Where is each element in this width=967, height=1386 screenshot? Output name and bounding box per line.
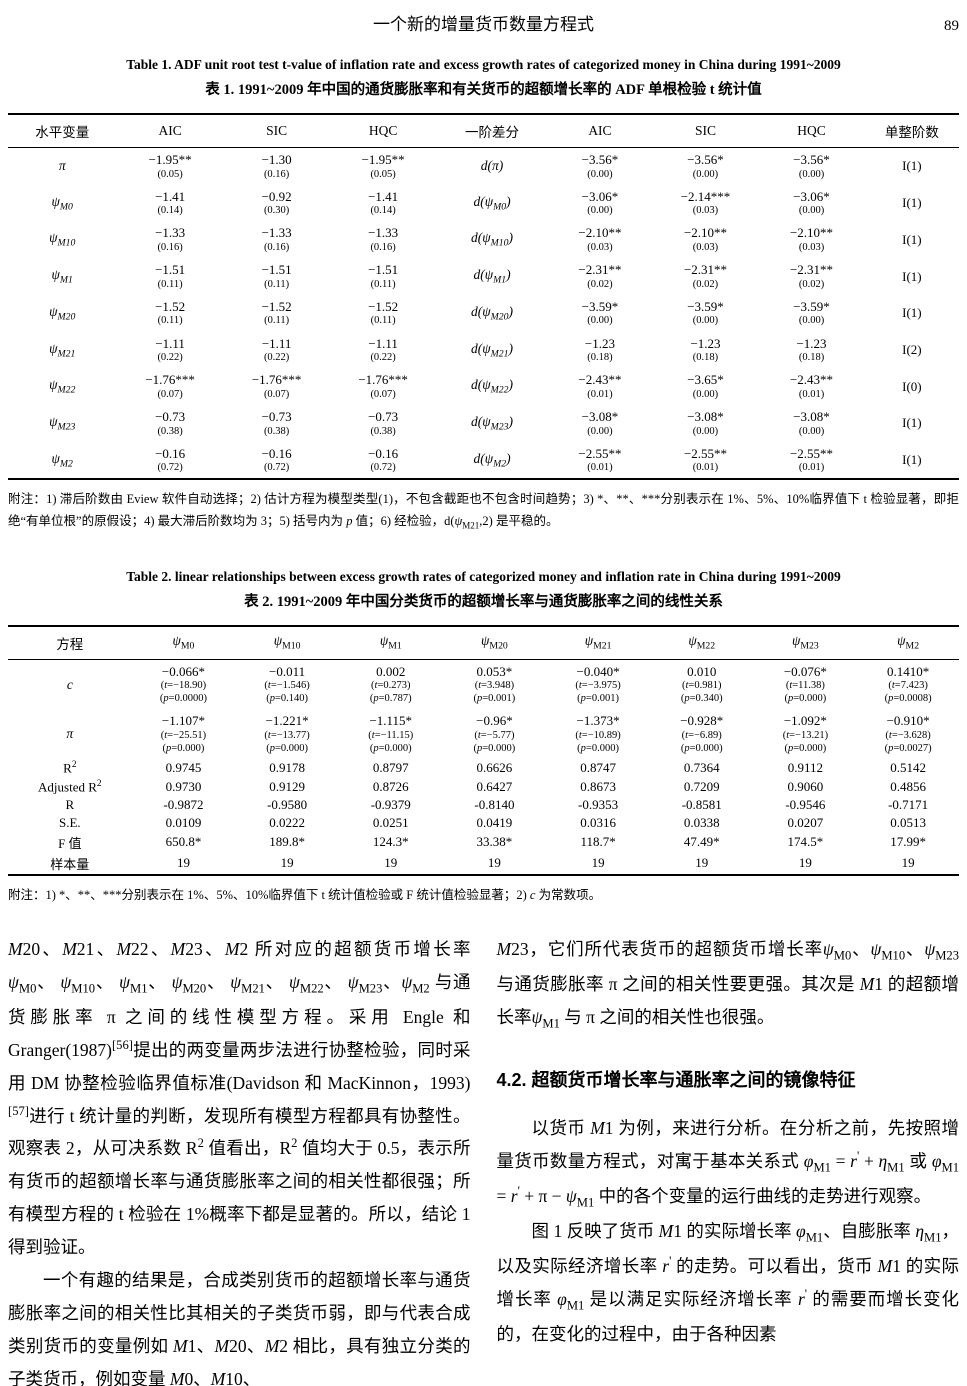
table1-header-row: 水平变量 AIC SIC HQC 一阶差分 AIC SIC HQC 单整阶数 (8, 114, 959, 148)
column-header: SIC (223, 114, 330, 148)
table1-row: ψM10 −1.33 (0.16) −1.33 (0.16) −1.33 (0.16) d(ψ… (49, 225, 922, 254)
table2-stat-row: F 值 650.8* 189.8* 124.3* 33.38* 118.7* 47.49* 1… (58, 834, 926, 851)
column-header: AIC (547, 114, 653, 148)
body-paragraph: 一个有趣的结果是，合成类别货币的超额增长率与通货膨胀率之间的相关性比其相关的子类… (8, 1270, 471, 1386)
table1-title-zh: 表 1. 1991~2009 年中国的通货膨胀率和有关货币的超额增长率的 ADF… (205, 82, 762, 98)
table1-adf-test: 水平变量 AIC SIC HQC 一阶差分 AIC SIC HQC 单整阶数 π −1.95**(… (8, 113, 959, 481)
column-header: AIC (116, 114, 224, 148)
table2-stat-row: Adjusted R2 0.9730 0.9129 0.8726 0.6427 0.867… (38, 778, 926, 794)
table2-coef-row: c −0.066* (t=−18.90) (p=0.0000) −0.011 (t=−1.… (66, 663, 932, 705)
column-header: HQC (329, 114, 437, 148)
table1-row: ψM22 −1.76*** (0.07) −1.76*** (0.07) −1.76***… (49, 372, 922, 400)
column-header: 一阶差分 (436, 114, 548, 148)
column-header: ψM20 (442, 625, 547, 660)
table1-title-en: Table 1. ADF unit root test t-value of i… (126, 57, 841, 72)
column-header: HQC (758, 114, 865, 148)
page-number: 89 (944, 18, 959, 34)
table2-footnote: 附注：1) *、**、***分别表示在 1%、5%、10%临界值下 t 统计值检… (8, 887, 602, 902)
table1-row: ψM21 −1.11 (0.22) −1.11 (0.22) −1.11 (0.22) d(ψ… (49, 335, 922, 364)
table1-footnote: 附注：1) 滞后阶数由 Eview 软件自动选择；2) 估计方程为模型类型(1)… (8, 492, 959, 531)
table2-stat-row: S.E. 0.0109 0.0222 0.0251 0.0419 0.0316 0.0338… (58, 814, 926, 830)
table2-stat-row: R2 0.9745 0.9178 0.8797 0.6626 0.8747 0.7364 0.… (63, 760, 926, 776)
section-heading: 4.2. 超额货币增长率与通胀率之间的镜像特征 (496, 1070, 856, 1091)
column-header: 单整阶数 (864, 114, 959, 148)
body-column-right: M23，它们所代表货币的超额货币增长率ψM0、ψM10、ψM23 与通货膨胀率 … (497, 933, 960, 1386)
table2-stat-row: R -0.9872 -0.9580 -0.9379 -0.8140 -0.9353 -0.8… (65, 796, 929, 812)
body-paragraph: M23，它们所代表货币的超额货币增长率ψM0、ψM10、ψM23 与通货膨胀率 … (496, 938, 960, 1031)
body-paragraph: M20、M21、M22、M23、M2 所对应的超额货币增长率ψM0、 ψM10、… (8, 938, 471, 1258)
column-header: ψM10 (235, 625, 339, 660)
column-header: ψM23 (753, 625, 858, 660)
table1-row: ψM20 −1.52 (0.11) −1.52 (0.11) −1.52 (0.11) d(ψ… (49, 298, 922, 327)
column-header: ψM22 (649, 625, 754, 660)
body-text: M20、M21、M22、M23、M2 所对应的超额货币增长率ψM0、 ψM10、… (8, 933, 959, 1386)
column-header: ψM1 (338, 625, 443, 660)
table2-title-en: Table 2. linear relationships between ex… (126, 568, 841, 584)
table2-header-row: 方程 ψM0 ψM10 ψM1 ψM20 ψM21 ψM22 ψM23 ψM2 (8, 625, 959, 660)
table1-row: π −1.95** (0.05) −1.30 (0.16) −1.95** (0.05) d(… (58, 152, 922, 180)
table2-body: c −0.066* (t=−18.90) (p=0.0000) −0.011 (t=−1.… (8, 659, 959, 875)
table1-title: Table 1. ADF unit root test t-value of i… (8, 57, 959, 99)
page-title: 一个新的增量货币数量方程式 (373, 15, 594, 34)
table2-stat-row: 样本量 19 19 19 19 19 19 19 19 (50, 855, 915, 872)
table1-row: ψM1 −1.51 (0.11) −1.51 (0.11) −1.51 (0.11) d(ψM… (51, 262, 922, 290)
table2-coef-row: π −1.107* (t=−25.51) (p=0.000) −1.221* (t=−13… (66, 713, 932, 755)
column-header: ψM0 (131, 625, 236, 660)
body-paragraph: 以货币 M1 为例，来进行分析。在分析之前，先按照增量货币数量方程式，对寓于基本… (496, 1117, 960, 1210)
table2-title: Table 2. linear relationships between ex… (8, 569, 959, 611)
body-column-left: M20、M21、M22、M23、M2 所对应的超额货币增长率ψM0、 ψM10、… (8, 933, 471, 1386)
column-header: 水平变量 (8, 114, 117, 148)
table1-row: ψM0 −1.41 (0.14) −0.92 (0.30) −1.41 (0.14) d(ψM… (51, 188, 922, 217)
column-header: 方程 (8, 625, 132, 660)
body-paragraph: 图 1 反映了货币 M1 的实际增长率 φM1、自膨胀率 ηM1，以及实际经济增… (496, 1221, 960, 1345)
column-header: SIC (652, 114, 759, 148)
page-header: 一个新的增量货币数量方程式 89 (8, 10, 959, 35)
column-header: ψM2 (857, 625, 959, 660)
table1-row: ψM2 −0.16 (0.72) −0.16 (0.72) −0.16 (0.72) d(ψM… (51, 445, 922, 474)
table1-body: π −1.95** (0.05) −1.30 (0.16) −1.95** (0.05) d(… (8, 148, 959, 480)
column-header: ψM21 (546, 625, 650, 660)
table1-row: ψM23 −0.73 (0.38) −0.73 (0.38) −0.73 (0.38) d(ψ… (49, 409, 922, 437)
table2-linear-relationships: 方程 ψM0 ψM10 ψM1 ψM20 ψM21 ψM22 ψM23 ψM2 c −0.066*… (8, 624, 959, 876)
table2-title-zh: 表 2. 1991~2009 年中国分类货币的超额增长率与通货膨胀率之间的线性关… (244, 593, 723, 610)
